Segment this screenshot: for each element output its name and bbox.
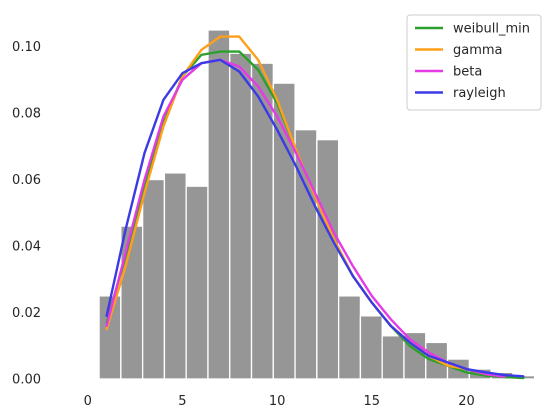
y-tick-label: 0.00 xyxy=(12,373,41,388)
legend-label: rayleigh xyxy=(453,86,506,101)
histogram-bar xyxy=(317,140,339,379)
histogram-bar xyxy=(208,30,230,379)
histogram-bar xyxy=(295,130,317,379)
x-tick-label: 20 xyxy=(458,394,475,409)
y-tick-label: 0.10 xyxy=(12,40,41,55)
histogram-bar xyxy=(230,53,252,379)
legend-label: weibull_min xyxy=(453,22,530,37)
legend-label: gamma xyxy=(453,43,503,58)
histogram-bar xyxy=(382,336,404,379)
histogram-bar xyxy=(186,186,208,379)
y-tick-label: 0.06 xyxy=(12,173,41,188)
histogram-bar xyxy=(121,226,143,379)
y-tick-label: 0.02 xyxy=(12,306,41,321)
y-tick-label: 0.04 xyxy=(12,240,41,255)
histogram-bar xyxy=(143,180,165,379)
histogram-bar xyxy=(252,63,274,379)
x-tick-label: 5 xyxy=(178,394,186,409)
x-tick-label: 15 xyxy=(364,394,381,409)
histogram-bar xyxy=(164,173,186,379)
y-tick-label: 0.08 xyxy=(12,107,41,122)
histogram-bar xyxy=(360,316,382,379)
histogram-bar xyxy=(339,296,361,379)
legend-label: beta xyxy=(453,65,482,80)
x-tick-label: 0 xyxy=(84,394,92,409)
x-tick-label: 10 xyxy=(269,394,286,409)
